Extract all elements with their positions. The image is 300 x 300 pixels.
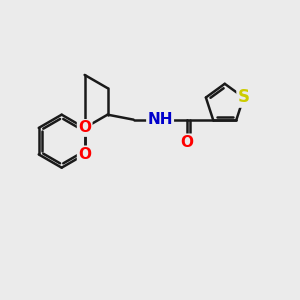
Text: O: O — [78, 120, 91, 135]
Text: O: O — [78, 147, 91, 162]
Text: O: O — [78, 147, 91, 162]
Text: O: O — [180, 135, 193, 150]
Text: O: O — [78, 120, 91, 135]
Text: S: S — [238, 88, 250, 106]
Text: NH: NH — [147, 112, 173, 127]
